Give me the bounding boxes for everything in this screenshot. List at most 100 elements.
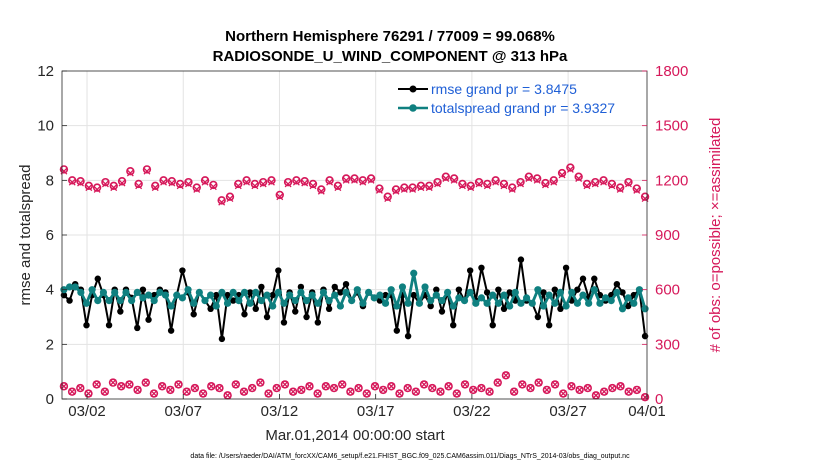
spread-point — [477, 294, 486, 302]
obs-assimilated-point — [483, 182, 491, 190]
obs-possible-point — [175, 179, 185, 189]
obs-assimilated-point — [458, 182, 466, 190]
spread-point — [150, 297, 158, 305]
obs-possible-point — [317, 185, 326, 194]
obs-assimilated-low-point — [608, 384, 616, 392]
obs-possible-low-point — [468, 385, 478, 395]
obs-assimilated-point — [151, 184, 159, 192]
obs-possible-low-point — [616, 382, 625, 391]
obs-possible-point — [234, 179, 243, 189]
y-axis-ticks: 0 2 4 6 8 10 12 — [37, 63, 67, 408]
obs-assimilated-point — [583, 182, 591, 190]
rmse-point — [145, 316, 152, 323]
obs-assimilated-point — [566, 165, 574, 173]
obs-possible-point — [499, 179, 509, 189]
obs-assimilated-point — [500, 182, 508, 190]
y-tick-label: 0 — [46, 391, 54, 408]
spread-point — [319, 288, 328, 296]
y-right-tick-label: 600 — [655, 282, 680, 299]
obs-assimilated-point — [85, 184, 93, 192]
obs-possible-point — [209, 180, 218, 190]
obs-assimilated-point — [616, 185, 624, 193]
rmse-point — [455, 286, 463, 293]
spread-point — [404, 299, 412, 307]
obs-possible-low-point — [599, 387, 609, 396]
spread-point — [522, 294, 531, 302]
obs-assimilated-point — [201, 178, 209, 186]
obs-assimilated-low-point — [281, 380, 289, 388]
obs-assimilated-point — [276, 193, 284, 201]
spread-point — [427, 297, 435, 305]
obs-assimilated-point — [467, 184, 475, 192]
rmse-point — [314, 319, 322, 326]
spread-point — [398, 283, 407, 291]
obs-assimilated-low-point — [625, 388, 633, 396]
spread-point — [489, 291, 497, 299]
obs-assimilated-point — [409, 185, 417, 193]
obs-assimilated-point — [392, 187, 400, 195]
obs-assimilated-point — [268, 178, 275, 186]
obs-possible-point — [591, 177, 600, 187]
obs-possible-low-point — [272, 383, 281, 393]
obs-assimilated-point — [633, 186, 641, 194]
obs-possible-point — [300, 177, 309, 186]
obs-possible-point — [582, 179, 592, 189]
rmse-point — [466, 267, 474, 274]
spread-point — [71, 283, 79, 291]
spread-point — [342, 288, 350, 296]
spread-point — [635, 286, 644, 294]
obs-assimilated-point — [517, 180, 525, 188]
obs-possible-point — [242, 176, 251, 185]
spread-point — [195, 288, 203, 296]
obs-possible-point — [267, 176, 276, 185]
spread-point — [460, 297, 469, 305]
obs-assimilated-low-point — [273, 384, 281, 392]
obs-possible-low-point — [419, 380, 429, 389]
y-right-tick-label: 0 — [655, 391, 663, 408]
y-tick-label: 4 — [46, 282, 54, 299]
obs-assimilated-low-point — [158, 382, 166, 390]
rmse-point — [438, 308, 446, 315]
obs-assimilated-low-point — [256, 379, 264, 387]
spread-point — [116, 297, 124, 305]
spread-point — [133, 288, 141, 296]
rmse-point — [489, 322, 496, 329]
spread-point — [370, 294, 378, 302]
rmse-point — [117, 308, 124, 315]
obs-assimilated-low-point — [150, 390, 158, 397]
spread-point — [65, 283, 74, 291]
spread-point — [190, 299, 198, 307]
obs-assimilated-point — [384, 195, 392, 203]
obs-assimilated-point — [251, 182, 259, 190]
spread-point — [568, 288, 576, 296]
obs-possible-low-point — [84, 389, 93, 398]
spread-point — [274, 288, 282, 296]
spread-point — [607, 297, 615, 305]
obs-assimilated-point — [334, 184, 342, 192]
obs-possible-low-point — [362, 389, 371, 398]
spread-point — [624, 294, 632, 302]
spread-point — [630, 299, 638, 307]
obs-possible-point — [458, 179, 467, 189]
obs-possible-low-point — [608, 383, 617, 393]
spread-point — [466, 288, 474, 296]
spread-point — [500, 291, 508, 299]
spread-point — [302, 297, 311, 305]
spread-point — [308, 291, 316, 299]
obs-assimilated-low-point — [85, 390, 92, 397]
obs-possible-low-point — [387, 382, 396, 391]
obs-assimilated-low-point — [322, 382, 330, 390]
obs-assimilated-low-point — [567, 382, 575, 390]
legend: rmse grand pr = 3.8475 totalspread grand… — [398, 81, 615, 116]
obs-possible-point — [566, 163, 575, 172]
footnote: data file: /Users/raeder/DAI/ATM_forcXX/… — [190, 453, 630, 460]
spread-point — [432, 291, 440, 299]
obs-assimilated-point — [309, 182, 317, 190]
obs-possible-point — [217, 196, 226, 205]
spread-point — [105, 297, 113, 305]
obs-possible-point — [416, 181, 426, 191]
rmse-point — [179, 267, 186, 274]
obs-assimilated-low-point — [306, 382, 313, 390]
obs-possible-point — [109, 181, 118, 191]
spread-point — [223, 299, 232, 307]
